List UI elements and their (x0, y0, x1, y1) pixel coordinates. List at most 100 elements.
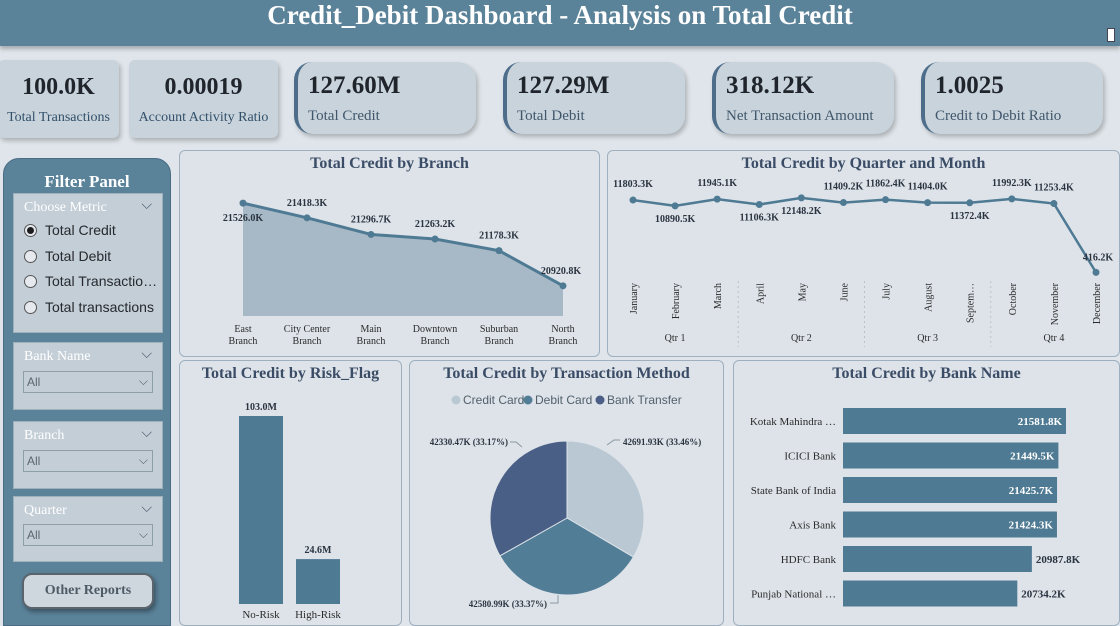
x-tick-label: April (755, 283, 766, 304)
legend-marker (595, 395, 605, 405)
y-tick-label: Punjab National … (751, 589, 836, 601)
kpi-total-transactions: 100.0K Total Transactions (0, 60, 119, 138)
leader-line (510, 441, 523, 448)
data-label: 416.2K (1083, 252, 1114, 263)
data-label: 21581.8K (1018, 416, 1063, 428)
chart-title: Total Credit by Quarter and Month (741, 155, 986, 172)
data-point (671, 202, 679, 210)
x-tick-label: East (234, 324, 251, 335)
other-reports-button[interactable]: Other Reports (22, 573, 154, 609)
legend-marker (451, 395, 461, 405)
metric-option-total-transaction-amount[interactable]: Total Transaction… (24, 273, 162, 289)
x-tick-label: Branch (293, 336, 322, 347)
data-point (755, 200, 763, 208)
x-tick-label: May (797, 283, 808, 301)
dropdown-value: All (27, 375, 41, 389)
data-point (1008, 195, 1016, 203)
y-tick-label: HDFC Bank (781, 554, 837, 566)
data-label: 11803.3K (613, 179, 653, 190)
title-bar: Credit_Debit Dashboard - Analysis on Tot… (0, 0, 1120, 46)
data-label: 11992.3K (992, 178, 1032, 189)
data-point (367, 230, 375, 238)
chart-credit-by-bank-name: Total Credit by Bank Name Kotak Mahindra… (733, 360, 1120, 626)
metric-option-label: Total Transaction… (45, 273, 162, 289)
filter-panel-title: Filter Panel (44, 172, 130, 191)
kpi-label: Credit to Debit Ratio (935, 108, 1062, 124)
legend-label: Credit Card (463, 393, 524, 407)
chevron-down-icon: ⌵ (138, 374, 148, 388)
data-label: 10890.5K (655, 214, 696, 225)
data-label: 11945.1K (697, 178, 737, 189)
radio-icon[interactable] (24, 224, 37, 237)
kpi-credit-to-debit-ratio: 1.0025 Credit to Debit Ratio (921, 62, 1103, 134)
chart-title: Total Credit by Bank Name (832, 365, 1021, 382)
metric-option-label: Total Credit (45, 222, 116, 238)
kpi-value: 318.12K (726, 72, 815, 99)
scrollbar-thumb[interactable] (1107, 28, 1115, 42)
x-tick-label: Main (360, 324, 381, 335)
chart-title: Total Credit by Risk_Flag (201, 365, 380, 382)
data-label: 11409.2K (824, 182, 864, 193)
metric-selector-heading: Choose Metric (24, 200, 107, 215)
chevron-down-icon[interactable]: ⌵ (141, 346, 152, 362)
chart-title: Total Credit by Branch (310, 155, 469, 172)
kpi-label: Net Transaction Amount (726, 108, 874, 124)
chart-title: Total Credit by Transaction Method (443, 365, 690, 382)
metric-option-total-debit[interactable]: Total Debit (24, 248, 162, 264)
x-tick-label: Branch (485, 336, 514, 347)
y-tick-label: State Bank of India (751, 485, 836, 497)
metric-option-total-credit[interactable]: Total Credit (24, 222, 162, 238)
bank-name-dropdown[interactable]: All ⌵ (23, 371, 153, 393)
bar (843, 442, 1059, 469)
data-label: 20920.8K (541, 266, 582, 277)
metric-selector: Choose Metric ⌵ Total Credit Total Debit… (13, 193, 163, 333)
data-label: 21449.5K (1010, 451, 1055, 463)
branch-dropdown[interactable]: All ⌵ (23, 450, 153, 472)
x-tick-label: Branch (357, 336, 386, 347)
radio-icon[interactable] (24, 250, 37, 263)
kpi-value: 0.00019 (164, 74, 243, 100)
data-point (839, 199, 847, 207)
slicer-branch: Branch ⌵ All ⌵ (13, 421, 163, 489)
x-tick-label: July (882, 283, 893, 300)
x-tick-label: November (1050, 282, 1061, 325)
bar (843, 477, 1058, 503)
metric-option-total-transactions[interactable]: Total transactions (24, 299, 162, 315)
kpi-value: 127.29M (517, 72, 610, 99)
legend-marker (523, 395, 533, 405)
chevron-down-icon[interactable]: ⌵ (141, 425, 152, 441)
data-label: 21263.2K (415, 219, 456, 230)
data-point (966, 199, 974, 207)
data-label: 11253.4K (1034, 183, 1074, 194)
chevron-down-icon[interactable]: ⌵ (141, 197, 152, 213)
area-fill (243, 203, 563, 316)
chevron-down-icon: ⌵ (138, 453, 148, 467)
data-label: 21296.7K (351, 214, 392, 225)
chart-credit-by-risk-flag: Total Credit by Risk_Flag 103.0M No-Risk 2… (179, 360, 402, 626)
x-tick-label: December (1092, 282, 1103, 324)
x-tick-label: March (713, 283, 724, 309)
chevron-down-icon[interactable]: ⌵ (141, 500, 152, 516)
x-tick-label: Branch (229, 336, 258, 347)
x-tick-label: February (671, 283, 682, 319)
x-tick-label: October (1008, 282, 1019, 315)
quarter-dropdown[interactable]: All ⌵ (23, 524, 153, 546)
data-label: 21425.7K (1009, 485, 1054, 497)
dashboard-title: Credit_Debit Dashboard - Analysis on Tot… (267, 0, 853, 30)
y-tick-label: Axis Bank (789, 520, 836, 532)
monthly-line-chart: 11803.3K January 10890.5K February 11945.1K M… (613, 178, 1114, 347)
x-group-label: Qtr 2 (791, 333, 812, 344)
x-tick-label: Branch (549, 336, 578, 347)
x-tick-label: August (924, 283, 935, 312)
kpi-value: 1.0025 (935, 72, 1004, 99)
radio-icon[interactable] (24, 301, 37, 314)
pie-slice (566, 440, 645, 558)
data-point (797, 194, 805, 202)
data-label: 42330.47K (33.17%) (430, 437, 508, 447)
bank-bar-chart: Kotak Mahindra … 21581.8K ICICI Bank 21449.… (750, 408, 1081, 607)
data-label: 103.0M (245, 402, 278, 413)
radio-icon[interactable] (24, 275, 37, 288)
dropdown-value: All (27, 454, 41, 468)
data-label: 20987.8K (1036, 554, 1081, 566)
data-point (1050, 200, 1058, 208)
